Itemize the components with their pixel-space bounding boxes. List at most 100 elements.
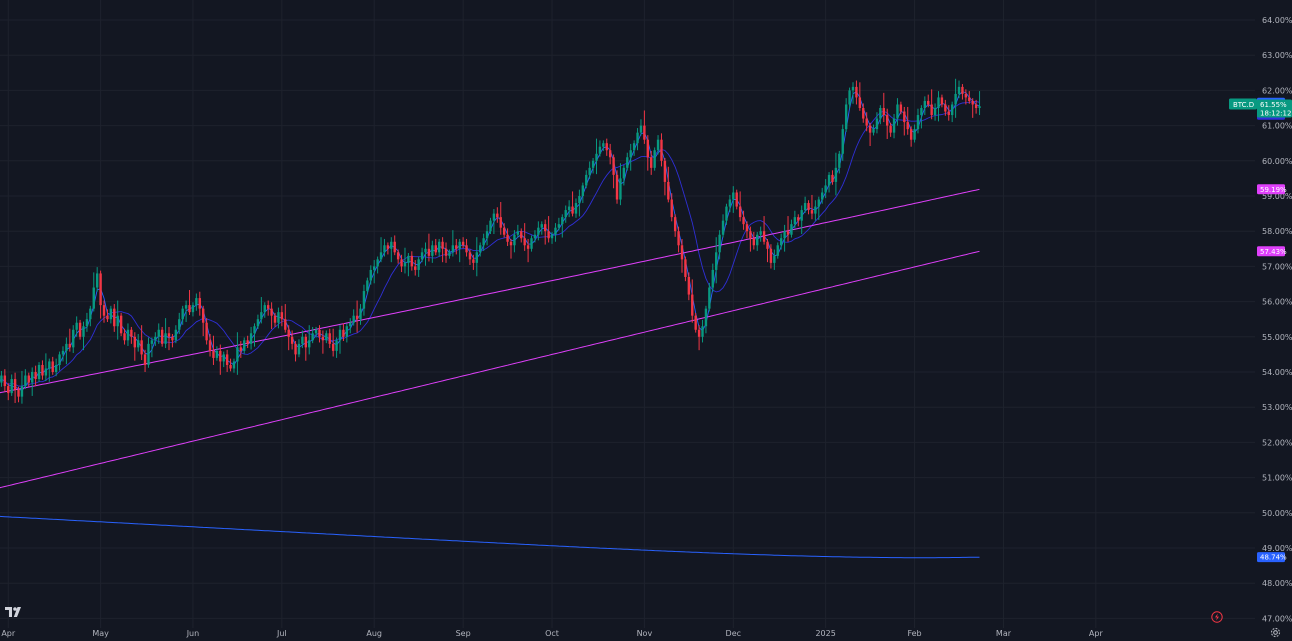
candle (109, 305, 113, 324)
candle (342, 323, 345, 342)
candle (567, 200, 571, 218)
candle (369, 265, 372, 285)
price-tags: 61.57%59.19%57.43%48.74%61.39%BTC.D61.55… (1229, 97, 1292, 563)
candle (749, 226, 752, 252)
candle (636, 128, 639, 151)
y-tick-label: 60.00% (1262, 157, 1292, 166)
candle (608, 143, 612, 165)
candle (619, 163, 622, 206)
candle (287, 325, 290, 351)
candle (715, 237, 718, 284)
candle (379, 237, 383, 263)
x-tick-label: Jun (186, 629, 200, 638)
tradingview-logo-icon[interactable] (5, 606, 23, 618)
candle (461, 237, 465, 249)
candle (735, 189, 738, 210)
candle (571, 191, 574, 217)
candle (273, 312, 277, 327)
candle (229, 358, 232, 372)
candle (475, 237, 478, 277)
candle (588, 161, 591, 180)
candle (479, 242, 482, 257)
y-tick-label: 47.00% (1262, 614, 1292, 623)
candle (236, 332, 239, 375)
candle (239, 341, 243, 358)
time-axis[interactable]: Apr May Jun Jul Aug Sep Oct Nov Dec 2025 Feb Mar Apr (1, 629, 1103, 638)
candle (766, 238, 769, 263)
candle (253, 323, 256, 347)
candle (827, 172, 831, 193)
candle (544, 219, 547, 245)
symbol-label: BTC.D (1233, 101, 1254, 109)
candle (697, 325, 701, 351)
candle (181, 305, 184, 325)
candle (263, 302, 266, 318)
candle (964, 89, 968, 105)
candle (191, 302, 195, 317)
candle (947, 105, 950, 121)
candle (875, 112, 879, 134)
candle (198, 291, 201, 316)
candle (554, 223, 557, 242)
candle (260, 297, 263, 324)
price-tag: 48.74% (1257, 552, 1287, 563)
candle (455, 238, 458, 255)
candle (718, 230, 721, 260)
last-price-tag[interactable]: BTC.D 61.55%18:12:12 (1229, 98, 1292, 118)
candle (516, 224, 520, 238)
candle (195, 293, 198, 311)
candle (687, 272, 691, 301)
candle (752, 231, 756, 250)
gear-icon[interactable] (1270, 627, 1281, 638)
candle (99, 270, 102, 319)
candle (595, 138, 598, 175)
candle (113, 304, 116, 332)
candle (940, 94, 944, 108)
candle (184, 300, 188, 323)
candle (485, 224, 489, 246)
y-tick-label: 48.00% (1262, 579, 1292, 588)
candle (673, 214, 677, 237)
candle (116, 300, 119, 340)
candle (78, 319, 82, 340)
svg-text:57.43%: 57.43% (1260, 248, 1287, 256)
candle (954, 78, 957, 118)
candle (448, 249, 451, 259)
candlestick-series (0, 78, 981, 404)
candle (72, 325, 75, 353)
candle (728, 194, 732, 213)
lightning-icon[interactable] (1211, 611, 1223, 623)
candle (513, 230, 516, 253)
candle (585, 170, 588, 189)
x-tick-label: Dec (726, 629, 741, 638)
candle (143, 349, 147, 372)
candle (44, 353, 48, 382)
candle (509, 238, 513, 259)
candle (776, 242, 779, 259)
candle (783, 224, 786, 252)
candle (58, 351, 61, 371)
candle (680, 238, 684, 273)
candle (889, 122, 892, 137)
candle (424, 242, 427, 266)
price-axis[interactable]: 64.00% 63.00% 62.00% 61.00% 60.00% 59.00% 58.0… (1262, 16, 1292, 623)
candle (886, 108, 889, 139)
candle (61, 346, 65, 362)
candle (759, 226, 762, 242)
candle (126, 323, 130, 346)
candle (841, 124, 844, 161)
candle (249, 326, 253, 350)
candle (626, 152, 629, 171)
candle (899, 101, 903, 115)
candle (738, 191, 742, 222)
candle (506, 228, 509, 246)
candle (523, 223, 526, 251)
y-tick-label: 58.00% (1262, 227, 1292, 236)
candle (701, 319, 704, 343)
candle (622, 165, 626, 186)
candle (133, 332, 136, 361)
candle (862, 103, 865, 123)
candle (41, 360, 44, 380)
